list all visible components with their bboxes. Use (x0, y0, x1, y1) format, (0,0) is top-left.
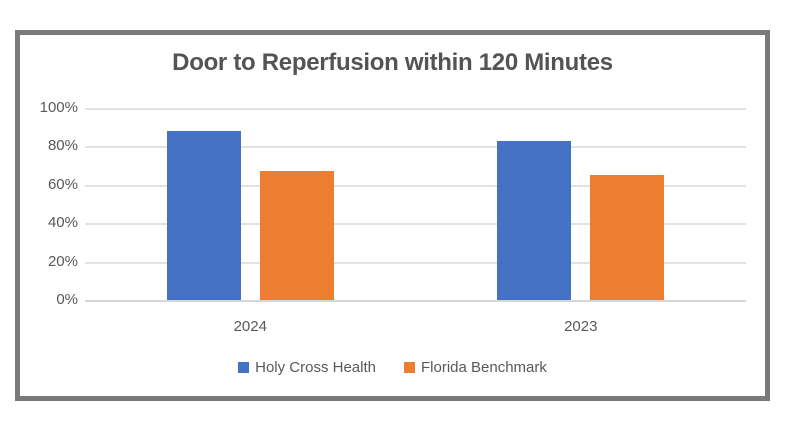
x-axis-category-label: 2023 (564, 318, 598, 335)
gridline (85, 146, 746, 149)
y-axis-tick-label: 20% (47, 252, 78, 270)
legend-item-holy-cross-health: Holy Cross Health (238, 359, 376, 376)
x-axis-category-label: 2024 (233, 318, 267, 335)
legend-swatch-icon (403, 362, 415, 373)
y-axis-tick-label: 100% (39, 99, 78, 116)
legend: Holy Cross Health Florida Benchmark (20, 359, 765, 376)
legend-item-florida-benchmark: Florida Benchmark (403, 359, 547, 376)
bar-holy-cross-health-2024 (166, 131, 241, 300)
y-axis-tick-label: 40% (47, 214, 78, 232)
plot-area (85, 108, 746, 302)
gridline (85, 223, 746, 226)
gridline (85, 184, 746, 187)
chart-title: Door to Reperfusion within 120 Minutes (172, 49, 613, 76)
gridline (85, 108, 746, 110)
chart-frame: Door to Reperfusion within 120 Minutes 0… (15, 30, 770, 401)
legend-label: Florida Benchmark (420, 359, 547, 376)
legend-swatch-icon (238, 362, 250, 373)
x-axis-line (85, 300, 746, 302)
bar-florida-benchmark-2024 (259, 171, 334, 300)
bar-holy-cross-health-2023 (497, 140, 572, 300)
y-axis-tick-label: 60% (47, 175, 78, 193)
y-axis-tick-label: 0% (56, 291, 78, 308)
legend-label: Holy Cross Health (255, 359, 376, 376)
y-axis-tick-label: 80% (47, 137, 78, 155)
bar-florida-benchmark-2023 (590, 175, 665, 300)
gridline (85, 261, 746, 264)
